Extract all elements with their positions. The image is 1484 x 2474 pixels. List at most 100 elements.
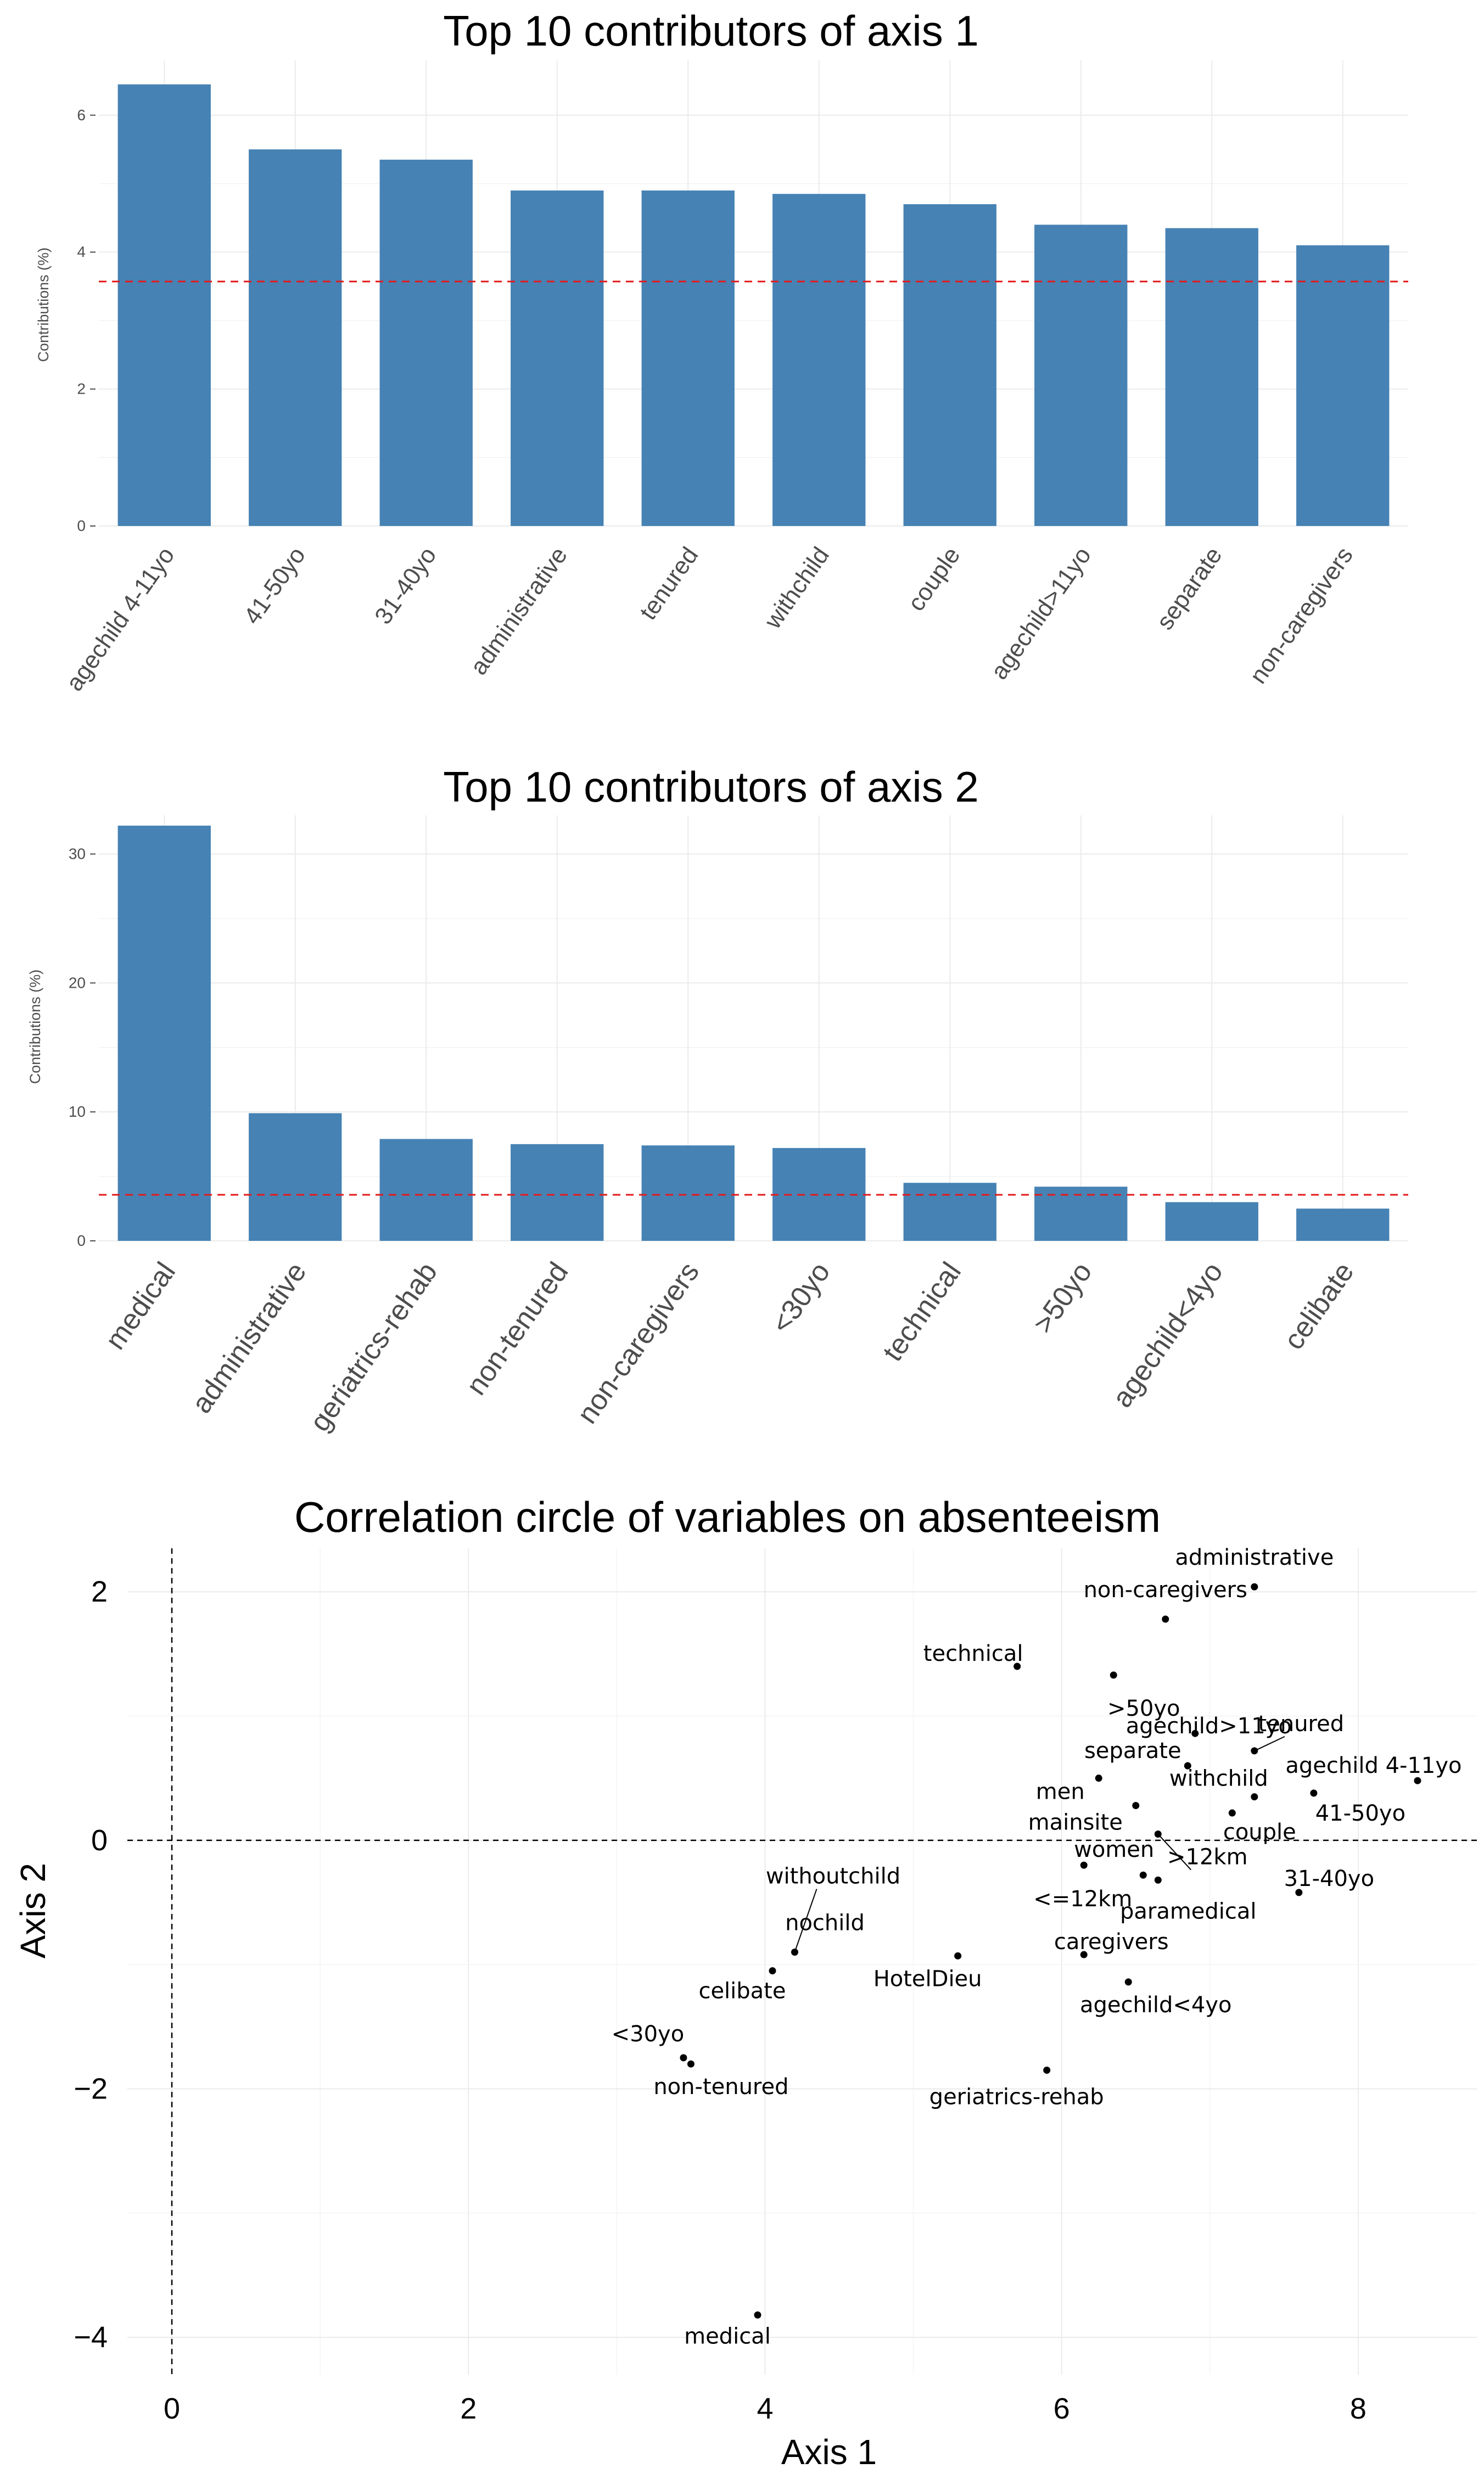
bar-withchild (772, 194, 866, 526)
point->12km (1154, 1831, 1162, 1838)
point-HotelDieu (954, 1952, 962, 1960)
label-paramedical: paramedical (1120, 1899, 1257, 1924)
label-41-50yo: 41-50yo (1315, 1801, 1405, 1826)
point-celibate (769, 1967, 776, 1974)
chart1-title: Top 10 contributors of axis 1 (443, 7, 979, 55)
point-agechild>11yo (1191, 1729, 1199, 1737)
label-medical: medical (684, 2324, 771, 2349)
point-technical (1013, 1663, 1021, 1670)
chart3-x-tick-labels: 0 2 4 6 8 (164, 2392, 1367, 2425)
point-women (1080, 1861, 1088, 1869)
chart1-ylabel: Contributions (%) (35, 248, 52, 362)
point-31-40yo (1295, 1889, 1303, 1896)
chart3-point-labels: administrative non-caregivers technical >50… (612, 1545, 1462, 2349)
label-agechild 4-11yo: agechild 4-11yo (1285, 1753, 1461, 1778)
chart3-label-leaders (794, 1736, 1285, 1952)
label-separate: separate (1084, 1738, 1181, 1764)
label-men: men (1036, 1779, 1085, 1805)
label-mainsite: mainsite (1028, 1810, 1123, 1835)
point-non-caregivers (1162, 1615, 1169, 1623)
label-geriatrics-rehab: geriatrics-rehab (929, 2085, 1104, 2110)
bar->50yo (1034, 1186, 1128, 1241)
chart1-y-tick-label: 6 (77, 107, 86, 124)
label-withchild: withchild (1169, 1766, 1268, 1792)
label-withoutchild: withoutchild (766, 1864, 900, 1889)
chart2-ylabel: Contributions (%) (27, 970, 43, 1084)
chart3-x-tick-label: 4 (757, 2392, 773, 2425)
bar-agechild>11yo (1034, 225, 1128, 526)
chart3-title: Correlation circle of variables on absen… (294, 1493, 1161, 1541)
chart1-y-tick-labels: 0 2 4 6 (77, 107, 96, 534)
bar-technical (903, 1183, 996, 1241)
chart3-x-tick-label: 6 (1054, 2392, 1070, 2425)
label-<=12km: <=12km (1033, 1887, 1132, 1912)
point-tenured (1251, 1747, 1258, 1755)
chart-correlation-circle: Correlation circle of variables on absen… (13, 1493, 1477, 2472)
chart2-y-tick-label: 20 (69, 974, 86, 991)
label-31-40yo: 31-40yo (1284, 1866, 1374, 1891)
point-mainsite (1132, 1801, 1140, 1809)
chart1-y-tick-label: 2 (77, 380, 86, 398)
bar-administrative (249, 1113, 342, 1241)
chart-axis1-contributions: Top 10 contributors of axis 1 Contributi… (35, 7, 1408, 696)
label-administrative: administrative (1175, 1545, 1334, 1570)
label-non-tenured: non-tenured (653, 2074, 788, 2100)
label-non-caregivers: non-caregivers (1084, 1577, 1247, 1603)
chart1-bars (117, 84, 1390, 527)
point->50yo (1110, 1671, 1117, 1679)
bar-couple (903, 204, 996, 527)
chart3-y-tick-label: −4 (74, 2321, 108, 2354)
point-administrative (1251, 1583, 1258, 1591)
chart1-y-tick-label: 4 (77, 243, 86, 260)
point-paramedical (1154, 1876, 1162, 1884)
point-<=12km (1139, 1871, 1147, 1879)
point-men (1095, 1775, 1102, 1782)
bar-celibate (1296, 1208, 1390, 1241)
bar-administrative (511, 190, 604, 526)
bar-31-40yo (379, 159, 473, 527)
point-agechild 4-11yo (1414, 1777, 1421, 1784)
chart3-xlabel: Axis 1 (781, 2432, 877, 2472)
label-HotelDieu: HotelDieu (873, 1966, 982, 1991)
bar-geriatrics-rehab (379, 1139, 473, 1241)
label-nochild: nochild (785, 1911, 865, 1936)
bar-medical (117, 825, 211, 1241)
label-tenured: tenured (1258, 1711, 1345, 1737)
chart2-title: Top 10 contributors of axis 2 (443, 763, 979, 811)
label-agechild>11yo: agechild>11yo (1126, 1714, 1292, 1739)
point-41-50yo (1310, 1789, 1318, 1797)
bar-41-50yo (249, 149, 342, 526)
point-withchild (1251, 1793, 1258, 1801)
leader->12km (1157, 1833, 1191, 1871)
bar-non-tenured (511, 1144, 604, 1241)
chart2-y-tick-label: 10 (69, 1103, 86, 1120)
leader-withoutchild (794, 1889, 817, 1952)
bar-agechild 4-11yo (117, 84, 211, 526)
label->12km: >12km (1167, 1845, 1248, 1870)
label-caregivers: caregivers (1054, 1929, 1169, 1955)
chart3-y-tick-labels: 2 0 −2 −4 (74, 1575, 108, 2354)
bar-tenured (641, 190, 735, 526)
chart3-ylabel: Axis 2 (13, 1863, 53, 1958)
point-separate (1184, 1762, 1191, 1770)
label-technical: technical (923, 1641, 1023, 1666)
chart2-y-tick-labels: 0 10 20 30 (69, 845, 96, 1249)
chart3-y-tick-label: 2 (91, 1575, 108, 1608)
label-women: women (1074, 1837, 1154, 1862)
chart3-y-tick-label: −2 (74, 2072, 108, 2105)
point-geriatrics-rehab (1043, 2067, 1051, 2074)
chart3-x-tick-label: 8 (1350, 2392, 1367, 2425)
chart3-y-tick-label: 0 (91, 1824, 108, 1857)
point-non-tenured (687, 2060, 695, 2068)
chart3-points (680, 1583, 1421, 2319)
bar-agechild<4yo (1165, 1202, 1258, 1241)
point-caregivers (1080, 1951, 1088, 1958)
chart3-reference-lines (127, 1548, 1477, 2375)
point-couple (1228, 1809, 1236, 1817)
chart3-gridlines (127, 1548, 1477, 2375)
chart1-y-tick-label: 0 (77, 517, 86, 534)
label-agechild<4yo: agechild<4yo (1080, 1992, 1232, 2018)
bar-separate (1165, 228, 1258, 526)
